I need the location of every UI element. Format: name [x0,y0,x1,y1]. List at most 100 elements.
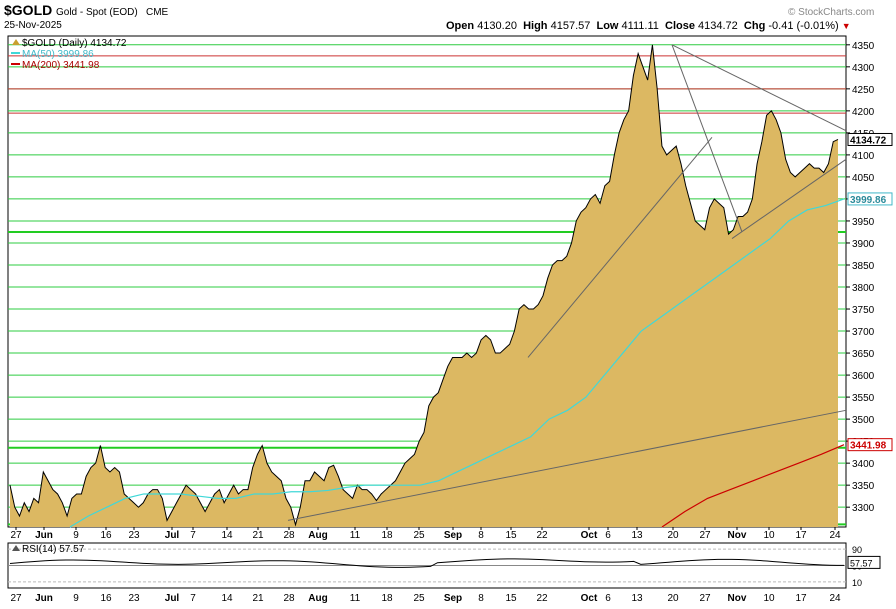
x-tick-label: 15 [505,530,517,541]
x-tick-label-bottom: 18 [381,593,393,604]
y-tick-label: 4200 [852,107,875,118]
y-tick-label: 3750 [852,305,875,316]
rsi-value-tag [847,555,881,569]
chart-date: 25-Nov-2025 [4,20,62,31]
down-arrow-icon: ▼ [841,21,851,31]
exchange-label: CME [146,7,169,18]
x-tick-label-bottom: 25 [413,593,425,604]
x-tick-label: 10 [763,530,775,541]
x-tick-label-bottom: 14 [221,593,233,604]
close-label: Close [665,20,695,32]
x-tick-label: 20 [667,530,679,541]
low-label: Low [596,20,619,32]
y-tick-label: 3900 [852,239,875,250]
x-tick-label-bottom: 15 [505,593,517,604]
watermark: © StockCharts.com [788,7,875,18]
x-tick-label: 24 [829,530,841,541]
y-tick-label: 3700 [852,327,875,338]
high-label: High [523,20,548,32]
symbol-title: $GOLD [4,2,53,18]
open-label: Open [446,20,475,32]
x-tick-label: 14 [221,530,233,541]
chg-label: Chg [743,20,766,32]
x-tick-label-bottom: 23 [128,593,140,604]
rsi-tick-label: 90 [852,545,862,555]
x-tick-label-bottom: 6 [605,593,611,604]
x-tick-label-bottom: Oct [581,593,598,604]
rsi-legend-icon [12,545,20,551]
trend-line [671,44,847,132]
x-tick-label: 22 [536,530,548,541]
price-legend-icon [12,39,20,45]
x-tick-label: 9 [73,530,79,541]
x-tick-label-bottom: 27 [699,593,711,604]
x-tick-label: Oct [581,530,598,541]
x-tick-label: 21 [252,530,264,541]
ma50-line [69,198,845,528]
rsi-value-label: 57.57 [850,558,873,568]
x-tick-label-bottom: Jul [165,593,180,604]
y-tick-label: 3950 [852,217,875,228]
x-tick-label: 25 [413,530,425,541]
open-value: 4130.20 [477,20,517,32]
x-tick-label-bottom: 27 [10,593,22,604]
ma50-tag-label: 3999.86 [850,195,887,206]
chart-header: $GOLD Gold - Spot (EOD) CME 25-Nov-2025 … [0,0,896,36]
x-tick-label-bottom: 9 [73,593,79,604]
ma50-tag [847,192,893,206]
ma200-line [661,444,845,528]
x-tick-label: Nov [728,530,747,541]
y-tick-label: 4050 [852,173,875,184]
trend-line [287,409,847,521]
y-tick-label: 3600 [852,371,875,382]
trend-line [731,158,847,239]
ma200-tag [847,438,893,452]
x-tick-label: 11 [350,530,361,541]
x-tick-label-bottom: Nov [728,593,747,604]
x-tick-label-bottom: Aug [308,593,327,604]
y-tick-label: 3500 [852,415,875,426]
x-tick-label-bottom: 21 [252,593,264,604]
x-tick-label: 27 [10,530,22,541]
close-value: 4134.72 [698,20,738,32]
x-tick-label: 18 [381,530,393,541]
x-tick-label-bottom: Sep [444,593,462,604]
y-tick-label: 3300 [852,503,875,514]
rsi-tick-label: 10 [852,578,862,588]
x-tick-label-bottom: 24 [829,593,841,604]
x-tick-label: 16 [100,530,112,541]
x-tick-label-bottom: 28 [283,593,295,604]
x-tick-label-bottom: Jun [35,593,53,604]
close-tag-label: 4134.72 [850,135,887,146]
x-tick-label: Aug [308,530,327,541]
x-tick-label-bottom: 20 [667,593,679,604]
rsi-legend-label: RSI(14) 57.57 [22,544,85,555]
x-tick-label: Sep [444,530,462,541]
y-tick-label: 3650 [852,349,875,360]
legend-entry: MA(200) 3441.98 [22,60,100,71]
close-tag [847,132,893,146]
trend-line [671,44,743,233]
x-tick-label-bottom: 17 [795,593,807,604]
x-tick-label: Jul [165,530,180,541]
high-value: 4157.57 [550,20,591,32]
x-tick-label: 28 [283,530,295,541]
x-tick-label-bottom: 13 [631,593,643,604]
x-tick-label: 17 [795,530,807,541]
y-tick-label: 4250 [852,85,875,96]
x-tick-label: 27 [699,530,711,541]
y-tick-label: 4100 [852,151,875,162]
price-area [10,44,838,528]
y-tick-label: 3350 [852,481,875,492]
symbol-description: Gold - Spot (EOD) [56,7,138,18]
x-tick-label: 6 [605,530,611,541]
y-tick-label: 3800 [852,283,875,294]
x-tick-label-bottom: 8 [478,593,484,604]
legend-entry: $GOLD (Daily) 4134.72 [22,38,127,49]
y-tick-label: 4350 [852,41,875,52]
ma200-tag-label: 3441.98 [850,441,887,452]
x-tick-label: 8 [478,530,484,541]
x-tick-label-bottom: 22 [536,593,548,604]
x-tick-label-bottom: 16 [100,593,112,604]
y-tick-label: 4300 [852,63,875,74]
